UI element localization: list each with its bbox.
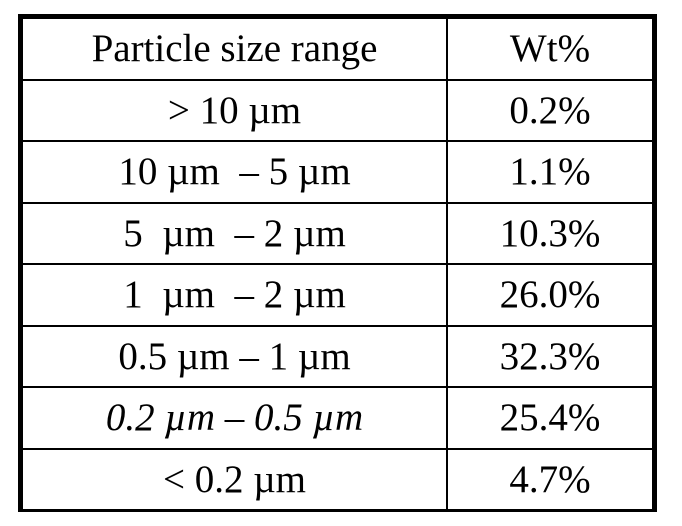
size-range-cell: > 10 µm <box>22 80 447 142</box>
wt-percent-cell: 0.2% <box>447 80 653 142</box>
size-range-cell: < 0.2 µm <box>22 449 447 511</box>
size-range-cell: 1 µm – 2 µm <box>22 264 447 326</box>
size-range-cell: 0.5 µm – 1 µm <box>22 326 447 388</box>
table-row: 0.5 µm – 1 µm 32.3% <box>22 326 653 388</box>
size-range-cell: 0.2 µm – 0.5 µm <box>22 387 447 449</box>
wt-percent-cell: 25.4% <box>447 387 653 449</box>
table-row: 0.2 µm – 0.5 µm 25.4% <box>22 387 653 449</box>
table-row: 5 µm – 2 µm 10.3% <box>22 203 653 265</box>
size-range-cell: 5 µm – 2 µm <box>22 203 447 265</box>
wt-percent-cell: 4.7% <box>447 449 653 511</box>
wt-percent-cell: 10.3% <box>447 203 653 265</box>
table-row: > 10 µm 0.2% <box>22 80 653 142</box>
wt-percent-cell: 26.0% <box>447 264 653 326</box>
wt-percent-cell: 32.3% <box>447 326 653 388</box>
header-particle-size-range: Particle size range <box>22 18 447 80</box>
particle-size-table-frame: Particle size range Wt% > 10 µm 0.2% 10 … <box>18 14 657 512</box>
table-row: 10 µm – 5 µm 1.1% <box>22 141 653 203</box>
table-header-row: Particle size range Wt% <box>22 18 653 80</box>
header-wt-percent: Wt% <box>447 18 653 80</box>
particle-size-table: Particle size range Wt% > 10 µm 0.2% 10 … <box>21 17 654 511</box>
table-row: < 0.2 µm 4.7% <box>22 449 653 511</box>
size-range-cell: 10 µm – 5 µm <box>22 141 447 203</box>
wt-percent-cell: 1.1% <box>447 141 653 203</box>
table-row: 1 µm – 2 µm 26.0% <box>22 264 653 326</box>
